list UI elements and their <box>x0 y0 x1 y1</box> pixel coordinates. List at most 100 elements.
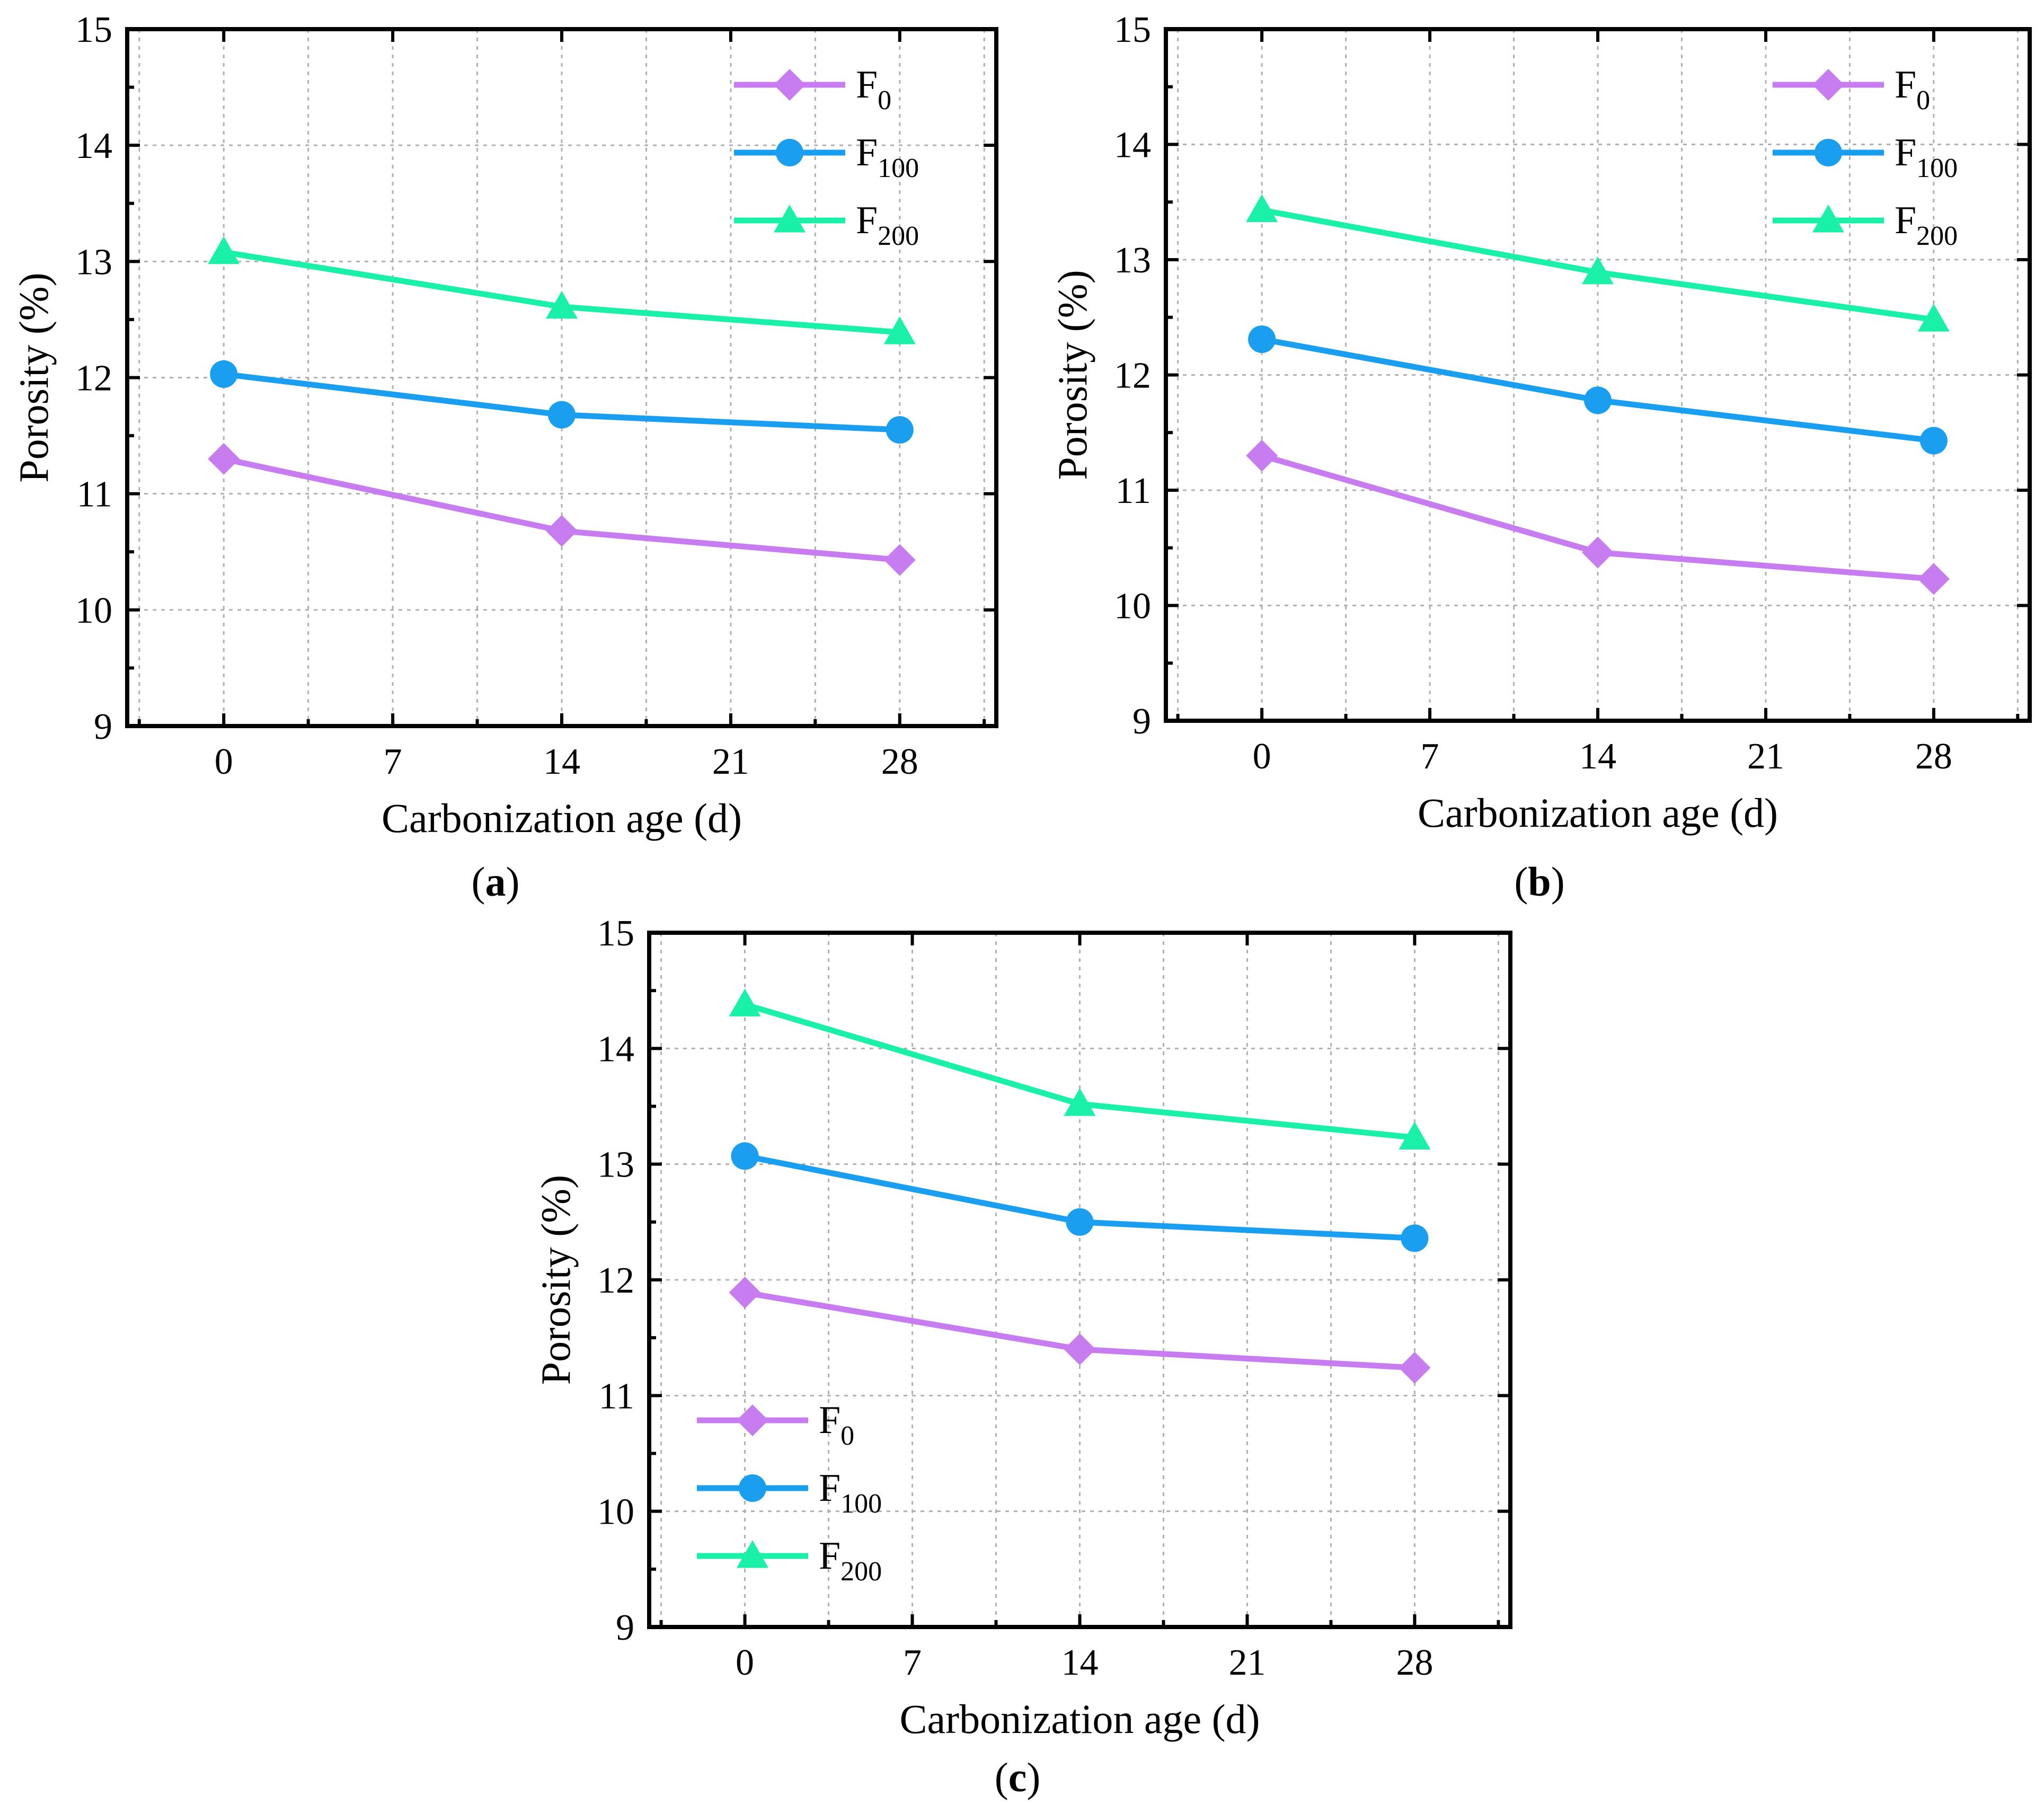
data-point-F200 <box>208 236 240 264</box>
data-point-F0 <box>1582 536 1614 569</box>
series-F100 <box>731 1142 1429 1252</box>
data-point-F200 <box>1917 304 1950 332</box>
legend-marker-F100 <box>1815 139 1842 166</box>
series-F200 <box>729 988 1431 1149</box>
data-point-F0 <box>883 544 916 576</box>
panel-letter: a <box>485 859 506 905</box>
data-point-F200 <box>546 290 578 319</box>
data-point-F100 <box>1919 427 1948 455</box>
x-tick-label: 21 <box>1228 1642 1266 1683</box>
y-tick-label: 15 <box>597 913 634 954</box>
x-tick-label: 7 <box>1421 736 1439 777</box>
legend-subscript: 200 <box>878 221 919 251</box>
legend-label-F100: F100 <box>856 131 919 183</box>
legend-subscript: 0 <box>1916 85 1930 116</box>
data-point-F100 <box>548 401 576 429</box>
legend-marker-F200 <box>774 205 806 233</box>
y-tick-label: 9 <box>94 706 112 747</box>
series-F0 <box>208 443 916 576</box>
data-point-F0 <box>1064 1333 1096 1365</box>
legend-marker-F0 <box>774 69 806 101</box>
y-tick-label: 14 <box>597 1029 634 1069</box>
legend-marker-F0 <box>1812 69 1844 101</box>
legend-subscript: 100 <box>1916 153 1958 183</box>
legend-label-F200: F200 <box>856 199 919 251</box>
data-point-F0 <box>1246 439 1278 472</box>
series-F0 <box>729 1277 1431 1384</box>
x-axis-title: Carbonization age (d) <box>1418 790 1778 836</box>
legend-label-F0: F0 <box>1895 63 1930 116</box>
legend-marker-F200 <box>1812 205 1844 233</box>
x-tick-label: 21 <box>712 741 749 782</box>
y-tick-label: 15 <box>75 10 112 50</box>
y-tick-label: 10 <box>75 590 112 631</box>
panel-letter: b <box>1528 859 1551 905</box>
panel-caption: (b) <box>1514 859 1564 905</box>
y-tick-label: 11 <box>599 1376 634 1417</box>
data-point-F0 <box>1917 563 1950 595</box>
data-point-F100 <box>731 1142 759 1170</box>
data-point-F100 <box>1401 1224 1429 1252</box>
x-axis-title: Carbonization age (d) <box>382 795 742 841</box>
y-tick-label: 12 <box>597 1260 634 1301</box>
x-tick-label: 0 <box>215 741 233 782</box>
legend: F0 F100 F200 <box>1773 63 1958 251</box>
legend-marker-F0 <box>737 1404 768 1436</box>
y-tick-label: 13 <box>1114 240 1151 281</box>
legend-marker-F200 <box>737 1540 768 1568</box>
y-tick-label: 11 <box>77 474 112 515</box>
data-point-F0 <box>208 443 240 475</box>
x-tick-label: 28 <box>1915 736 1952 777</box>
y-tick-label: 12 <box>1114 356 1151 396</box>
y-tick-label: 11 <box>1116 471 1151 511</box>
series-F100 <box>210 360 914 444</box>
data-point-F200 <box>1064 1088 1096 1116</box>
x-tick-label: 0 <box>1253 736 1271 777</box>
legend-label-F100: F100 <box>1895 131 1958 183</box>
y-tick-label: 10 <box>597 1492 634 1533</box>
legend-subscript: 100 <box>840 1489 882 1519</box>
legend-subscript: 200 <box>1916 221 1958 251</box>
x-tick-label: 14 <box>1061 1642 1099 1683</box>
x-tick-label: 0 <box>736 1642 754 1683</box>
legend: F0 F100 F200 <box>734 63 919 251</box>
y-tick-label: 15 <box>1114 10 1151 50</box>
chart-panel-c: 0 7 14 21 28 9 10 11 12 13 14 15 Carbonization age (… <box>533 913 1512 1800</box>
y-axis-title: Porosity (%) <box>11 272 57 482</box>
data-point-F100 <box>886 416 914 444</box>
data-point-F100 <box>1066 1208 1094 1236</box>
data-point-F0 <box>546 515 578 547</box>
y-tick-label: 14 <box>75 126 112 166</box>
data-point-F0 <box>729 1277 761 1309</box>
legend-label-F0: F0 <box>819 1399 854 1451</box>
x-tick-label: 28 <box>1396 1642 1433 1683</box>
series-F200 <box>1246 194 1950 332</box>
y-tick-label: 9 <box>1132 701 1151 742</box>
x-tick-label: 14 <box>1579 736 1616 777</box>
y-tick-label: 13 <box>597 1145 634 1186</box>
legend-subscript: 100 <box>878 153 919 183</box>
legend-marker-F100 <box>739 1474 766 1502</box>
legend-label-F200: F200 <box>1895 199 1958 251</box>
y-tick-label: 10 <box>1114 586 1151 627</box>
series-F200 <box>208 236 916 344</box>
series-F100 <box>1248 325 1948 455</box>
data-point-F200 <box>729 988 761 1016</box>
chart-panel-b: 0 7 14 21 28 9 10 11 12 13 14 15 Carbonization age (… <box>1049 10 2032 905</box>
panel-caption: (a) <box>472 859 520 905</box>
series-F0 <box>1246 439 1950 595</box>
y-tick-label: 9 <box>616 1607 634 1648</box>
legend-label-F0: F0 <box>856 63 891 116</box>
y-axis-title: Porosity (%) <box>1049 270 1095 480</box>
y-axis-title: Porosity (%) <box>533 1175 579 1385</box>
data-point-F100 <box>1248 325 1276 353</box>
panel-letter: c <box>1008 1754 1027 1800</box>
legend-subscript: 0 <box>878 85 891 116</box>
x-tick-label: 14 <box>543 741 580 782</box>
y-tick-label: 12 <box>75 358 112 399</box>
x-tick-label: 21 <box>1747 736 1784 777</box>
data-point-F100 <box>210 360 238 388</box>
panel-caption: (c) <box>995 1754 1041 1800</box>
